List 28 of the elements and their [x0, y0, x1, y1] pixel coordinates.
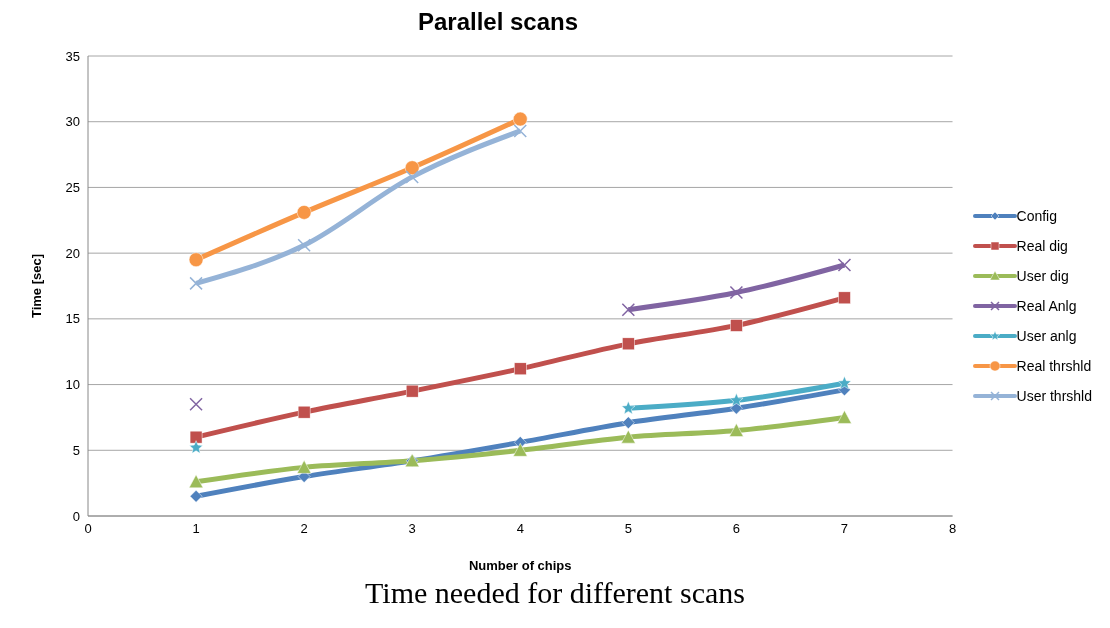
legend-label: Real thrshld [1016, 358, 1092, 374]
y-tick-label: 30 [65, 114, 80, 130]
legend-label: Config [1016, 208, 1057, 224]
legend-label: User thrshld [1016, 388, 1092, 404]
x-tick-label: 3 [408, 521, 416, 537]
y-tick-label: 10 [65, 377, 80, 393]
legend-label: User dig [1016, 268, 1069, 284]
y-tick-label: 15 [65, 311, 80, 327]
legend-label: Real dig [1016, 238, 1068, 254]
x-tick-label: 2 [300, 521, 308, 537]
y-tick-label: 20 [65, 245, 80, 261]
y-tick-label: 5 [72, 442, 80, 458]
legend-label: Real Anlg [1016, 298, 1077, 314]
x-tick-label: 1 [192, 521, 200, 537]
y-tick-label: 35 [65, 48, 80, 64]
x-tick-label: 6 [732, 521, 741, 537]
legend-label: User anlg [1016, 328, 1077, 344]
y-tick-label: 25 [65, 180, 80, 196]
x-tick-label: 8 [948, 521, 957, 537]
x-tick-label: 5 [624, 521, 632, 537]
x-axis-title: Number of chips [468, 558, 572, 573]
y-tick-label: 0 [72, 508, 80, 524]
y-axis-title: Time [sec] [28, 253, 44, 319]
x-tick-label: 0 [84, 521, 92, 537]
text: Time needed for different scans [364, 576, 746, 610]
chart-title: Parallel scans [416, 8, 580, 36]
x-tick-label: 7 [840, 521, 849, 537]
x-tick-label: 4 [516, 521, 524, 537]
